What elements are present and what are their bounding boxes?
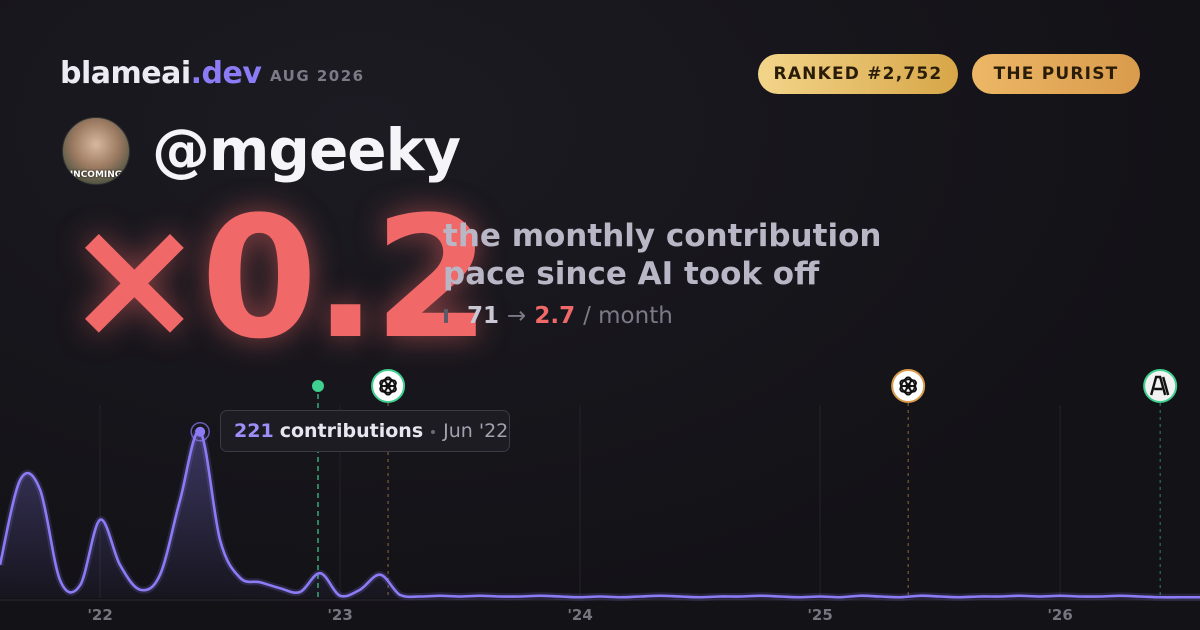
pace-unit: / month — [583, 303, 673, 329]
pace-arrow: → — [507, 303, 527, 329]
x-tick-label: '24 — [567, 606, 592, 624]
description: pace since AI took off — [443, 256, 820, 292]
highlight-point — [195, 426, 206, 437]
icon-petal — [899, 376, 912, 393]
event-marker — [891, 369, 926, 598]
tooltip: 221 contributions Jun '22 — [220, 410, 510, 452]
pace-after: 2.7 — [534, 303, 576, 329]
tooltip-value: 221 — [234, 420, 274, 442]
x-tick-label: '25 — [807, 606, 832, 624]
event-marker — [371, 369, 406, 598]
icon-glyph — [1150, 375, 1170, 396]
event-dot — [312, 380, 324, 392]
pace-icon — [444, 309, 459, 323]
event-marker — [312, 380, 324, 598]
persona-badge: THE PURIST — [972, 54, 1140, 94]
username: @mgeeky — [152, 116, 461, 184]
tooltip-separator — [431, 429, 436, 434]
multiplier: ×0.2 — [64, 180, 490, 376]
event-marker — [1143, 369, 1178, 598]
line — [0, 430, 1200, 599]
event-icon-bg — [1143, 369, 1178, 403]
x-tick-label: '23 — [327, 606, 352, 624]
issue-date: AUG 2026 — [270, 67, 365, 85]
icon-petal — [379, 376, 392, 393]
description: the monthly contribution — [443, 218, 882, 254]
avatar: INCOMING — [62, 117, 130, 185]
brand: blameai.dev — [60, 56, 262, 91]
tooltip-label: contributions — [279, 420, 424, 442]
brand-tld: .dev — [190, 56, 262, 91]
tooltip-date: Jun '22 — [443, 420, 509, 442]
pace-before: 71 — [467, 303, 500, 329]
brand-name: blameai — [60, 56, 191, 91]
rank-badge: RANKED #2,752 — [758, 54, 958, 94]
avatar-caption: INCOMING — [69, 170, 123, 180]
x-tick-label: '26 — [1047, 606, 1072, 624]
x-tick-label: '22 — [87, 606, 112, 624]
pace: 71 → 2.7 / month — [443, 303, 673, 329]
highlight-ring — [190, 422, 210, 442]
area — [0, 431, 1200, 598]
